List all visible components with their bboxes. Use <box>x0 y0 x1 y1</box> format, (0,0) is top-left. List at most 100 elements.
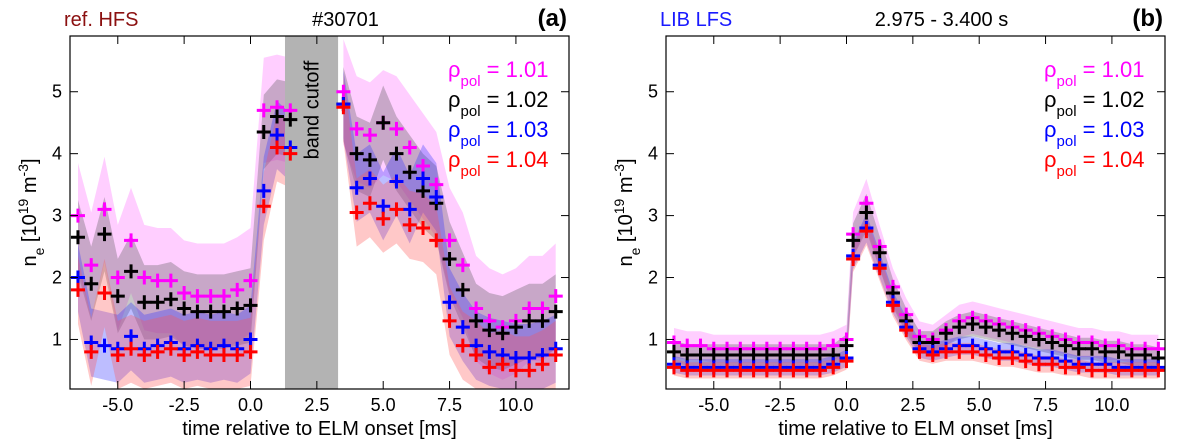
data-point <box>190 344 205 359</box>
data-point <box>256 183 271 198</box>
data-point <box>283 112 298 127</box>
data-point <box>389 121 404 136</box>
series-1.04 <box>666 224 1165 378</box>
data-point <box>402 165 417 180</box>
data-point <box>746 347 761 362</box>
chart-panel-a: band cutoff -5.0 -2.5 0.0 2.5 5.0 7.5 10.0 1 2 3 4 5… <box>15 5 570 440</box>
data-point <box>939 326 954 341</box>
data-point <box>1018 354 1033 369</box>
data-point <box>952 320 967 335</box>
data-point <box>1098 344 1113 359</box>
data-point <box>177 286 192 301</box>
data-point <box>455 282 470 297</box>
data-point <box>97 338 112 353</box>
legend-entry-1.02: ρpol = 1.02 <box>448 87 548 120</box>
data-point <box>786 347 801 362</box>
data-point <box>495 326 510 341</box>
corner-label: LIB LFS <box>660 9 732 31</box>
data-point <box>812 363 827 378</box>
legend-entry-1.03: ρpol = 1.03 <box>448 117 548 150</box>
data-point <box>522 351 537 366</box>
data-point <box>759 347 774 362</box>
data-point <box>1151 363 1165 378</box>
x-tick-label: 0.0 <box>238 395 263 415</box>
x-tick-label: 7.5 <box>1033 395 1058 415</box>
data-point <box>349 180 364 195</box>
data-point <box>336 84 351 99</box>
data-point <box>163 341 178 356</box>
data-point <box>389 174 404 189</box>
data-point <box>799 347 814 362</box>
data-point <box>243 344 258 359</box>
legend-entry-1.01: ρpol = 1.01 <box>1044 57 1144 90</box>
data-point <box>1031 332 1046 347</box>
data-point <box>402 202 417 217</box>
data-point <box>1138 347 1153 362</box>
data-point <box>389 146 404 161</box>
data-point <box>230 301 245 316</box>
data-point <box>455 258 470 273</box>
data-point <box>1045 335 1060 350</box>
data-point <box>137 295 152 310</box>
data-point <box>349 205 364 220</box>
plot-area <box>70 36 563 389</box>
data-point <box>482 323 497 338</box>
data-point <box>84 344 99 359</box>
data-point <box>124 329 139 344</box>
data-point <box>508 363 523 378</box>
x-tick-label: -2.5 <box>169 395 200 415</box>
data-point <box>429 190 444 205</box>
data-point <box>720 363 735 378</box>
data-point <box>256 124 271 139</box>
data-point <box>1085 341 1100 356</box>
legend-entry-1.04: ρpol = 1.04 <box>1044 147 1144 180</box>
legend-entry-1.01: ρpol = 1.01 <box>448 57 548 90</box>
data-point <box>256 103 271 118</box>
data-point <box>203 304 218 319</box>
data-point <box>402 140 417 155</box>
data-point <box>535 301 550 316</box>
y-tick-label: 3 <box>52 206 62 226</box>
data-point <box>952 344 967 359</box>
y-tick-label: 3 <box>648 206 658 226</box>
data-point <box>548 289 563 304</box>
data-point <box>243 332 258 347</box>
data-point <box>799 363 814 378</box>
y-tick-label: 5 <box>648 82 658 102</box>
data-point <box>216 289 231 304</box>
axes-frame <box>69 35 570 390</box>
uncertainty-band-1.04 <box>674 216 1159 379</box>
data-point <box>965 316 980 331</box>
data-point <box>416 159 431 174</box>
corner-label: ref. HFS <box>64 9 138 31</box>
data-point <box>442 295 457 310</box>
series-1.04 <box>70 100 563 378</box>
data-point <box>839 354 854 369</box>
x-axis-label: time relative to ELM onset [ms] <box>778 418 1053 440</box>
legend-entry-1.03: ρpol = 1.03 <box>1044 117 1144 150</box>
data-point <box>495 357 510 372</box>
data-point <box>978 320 993 335</box>
data-point <box>84 276 99 291</box>
data-point <box>124 264 139 279</box>
y-tick-label: 5 <box>52 82 62 102</box>
data-point <box>839 338 854 353</box>
data-point <box>416 171 431 186</box>
band-cutoff-region <box>284 36 339 389</box>
data-point <box>1124 347 1139 362</box>
data-point <box>680 347 695 362</box>
uncertainty-band-1.03 <box>78 101 291 383</box>
data-point <box>349 121 364 136</box>
data-point <box>137 270 152 285</box>
data-point <box>190 304 205 319</box>
data-point <box>270 109 285 124</box>
data-point <box>137 347 152 362</box>
data-point <box>70 230 85 245</box>
data-point <box>362 171 377 186</box>
data-point <box>846 233 861 248</box>
data-point <box>939 344 954 359</box>
data-point <box>362 196 377 211</box>
data-point <box>482 344 497 359</box>
data-point <box>416 183 431 198</box>
data-point <box>455 338 470 353</box>
